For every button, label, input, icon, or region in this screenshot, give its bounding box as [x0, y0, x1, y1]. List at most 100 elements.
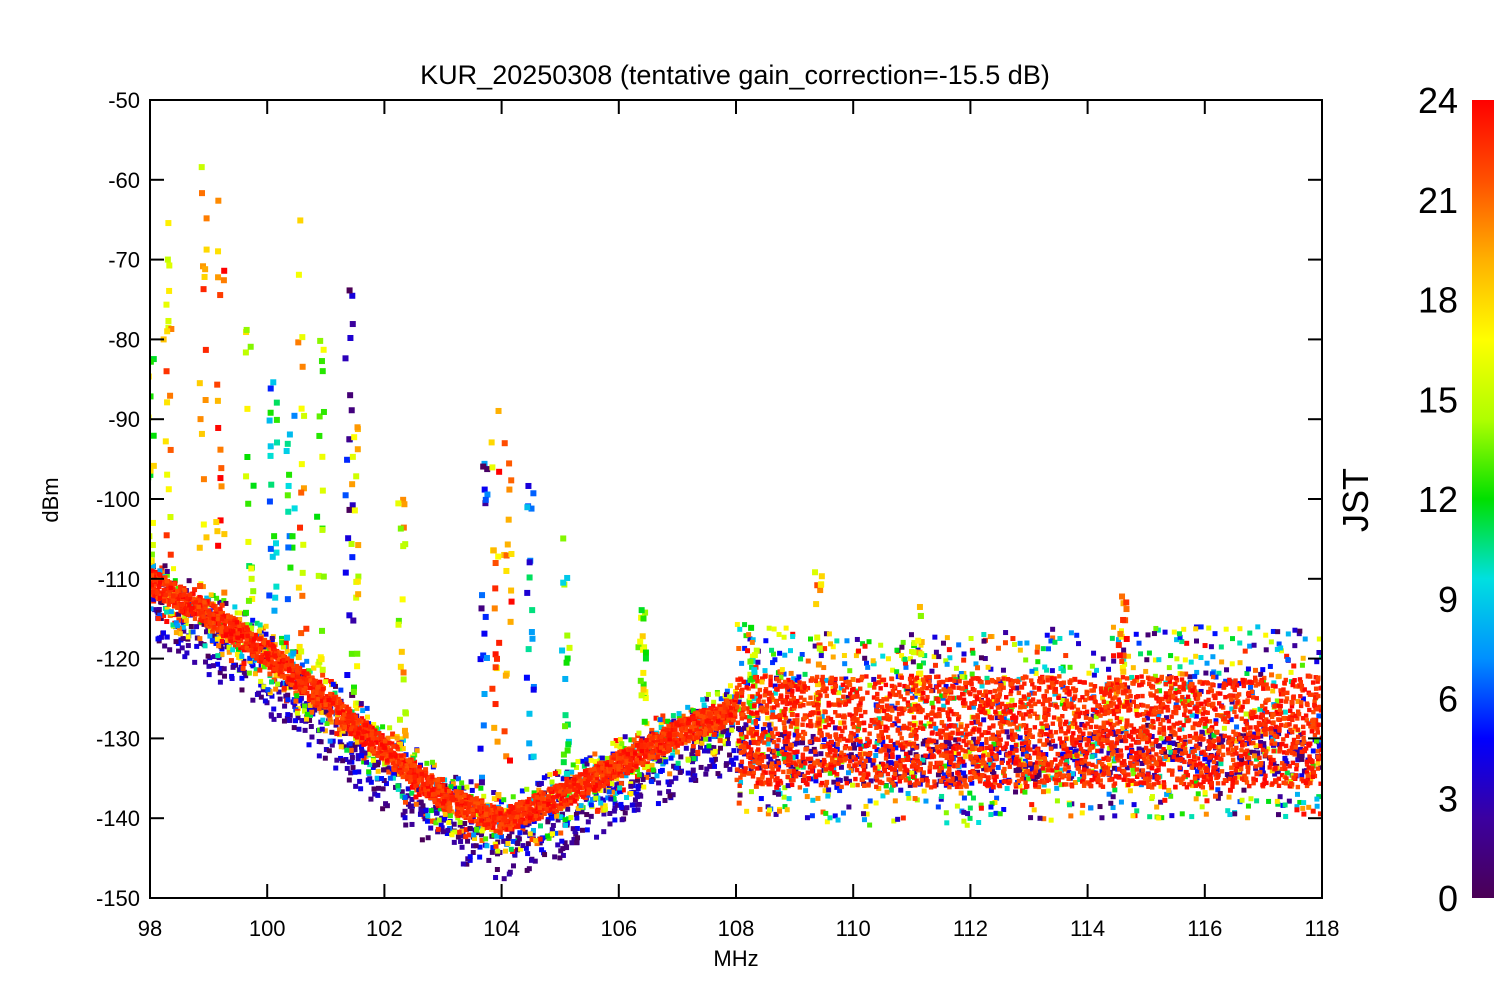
- data-point: [230, 664, 236, 670]
- data-point: [1297, 799, 1303, 805]
- data-point: [667, 793, 673, 799]
- data-point: [172, 612, 178, 618]
- data-point: [397, 663, 404, 670]
- data-point: [436, 817, 442, 823]
- data-point: [490, 845, 496, 851]
- data-point: [824, 686, 829, 691]
- data-point: [560, 751, 567, 758]
- data-point: [320, 672, 326, 678]
- data-point: [825, 715, 831, 721]
- data-point: [982, 656, 988, 662]
- data-point: [690, 748, 696, 754]
- data-point: [237, 667, 243, 673]
- data-point: [284, 492, 291, 499]
- data-point: [1090, 713, 1096, 719]
- data-point: [1121, 647, 1127, 653]
- data-point: [1179, 698, 1185, 704]
- data-point: [346, 506, 353, 513]
- data-point: [711, 731, 717, 737]
- data-point: [1106, 791, 1112, 797]
- data-point: [507, 869, 513, 875]
- data-point: [1058, 726, 1064, 731]
- data-point: [628, 783, 634, 789]
- data-point: [1144, 715, 1150, 721]
- data-point: [739, 660, 745, 666]
- data-point: [741, 679, 746, 685]
- data-point: [757, 687, 763, 693]
- data-point: [1155, 714, 1161, 720]
- data-point: [931, 654, 937, 660]
- data-point: [1060, 713, 1065, 719]
- data-point: [1270, 628, 1276, 634]
- data-point: [1048, 702, 1053, 707]
- data-point: [316, 432, 323, 439]
- data-point: [162, 643, 168, 649]
- data-point: [786, 796, 792, 802]
- data-point: [690, 708, 696, 714]
- data-point: [855, 648, 861, 654]
- data-point: [819, 713, 825, 719]
- data-point: [1117, 630, 1124, 637]
- data-point: [372, 762, 378, 768]
- data-point: [644, 764, 650, 770]
- data-point: [956, 714, 962, 719]
- data-point: [770, 660, 776, 666]
- data-point: [285, 712, 291, 718]
- data-point: [641, 784, 647, 790]
- data-point: [985, 752, 991, 758]
- data-point: [781, 794, 787, 800]
- data-point: [1193, 626, 1199, 632]
- data-point: [1202, 723, 1208, 729]
- data-point: [990, 764, 995, 770]
- data-point: [560, 776, 566, 782]
- data-point: [1265, 746, 1271, 752]
- data-point: [562, 723, 569, 730]
- data-point: [1179, 639, 1185, 645]
- data-point: [527, 831, 533, 837]
- data-point: [375, 785, 381, 791]
- data-point: [1199, 750, 1205, 755]
- data-point: [1313, 675, 1318, 680]
- data-point: [1278, 645, 1284, 651]
- data-point: [293, 698, 299, 704]
- data-point: [978, 655, 984, 661]
- data-point: [768, 764, 774, 769]
- data-point: [200, 584, 206, 590]
- data-point: [418, 806, 424, 812]
- data-point: [301, 412, 308, 419]
- data-point: [702, 748, 708, 754]
- data-point: [1258, 769, 1263, 775]
- data-point: [449, 809, 455, 815]
- data-point: [1014, 725, 1020, 730]
- data-point: [1089, 754, 1095, 760]
- data-point: [1246, 760, 1252, 766]
- data-point: [460, 833, 466, 839]
- data-point: [226, 649, 232, 655]
- data-point: [1185, 681, 1191, 687]
- data-point: [304, 711, 310, 717]
- data-point: [1090, 707, 1096, 712]
- data-point: [1055, 763, 1060, 768]
- data-point: [258, 625, 264, 631]
- data-point: [570, 762, 576, 768]
- data-point: [970, 795, 976, 801]
- data-point: [243, 673, 249, 679]
- data-point: [294, 649, 300, 655]
- data-point: [1131, 699, 1136, 705]
- data-point: [590, 773, 596, 778]
- data-point: [324, 720, 330, 726]
- data-point: [1184, 640, 1190, 646]
- data-point: [1205, 710, 1210, 715]
- data-point: [414, 748, 420, 754]
- data-point: [743, 679, 749, 685]
- data-point: [214, 381, 221, 388]
- data-point: [822, 646, 828, 652]
- data-point: [1011, 713, 1016, 718]
- data-point: [990, 769, 996, 775]
- data-point: [762, 733, 768, 739]
- data-point: [997, 679, 1003, 685]
- data-point: [908, 632, 914, 638]
- data-point: [723, 692, 729, 698]
- data-point: [695, 749, 701, 755]
- data-point: [1262, 675, 1267, 681]
